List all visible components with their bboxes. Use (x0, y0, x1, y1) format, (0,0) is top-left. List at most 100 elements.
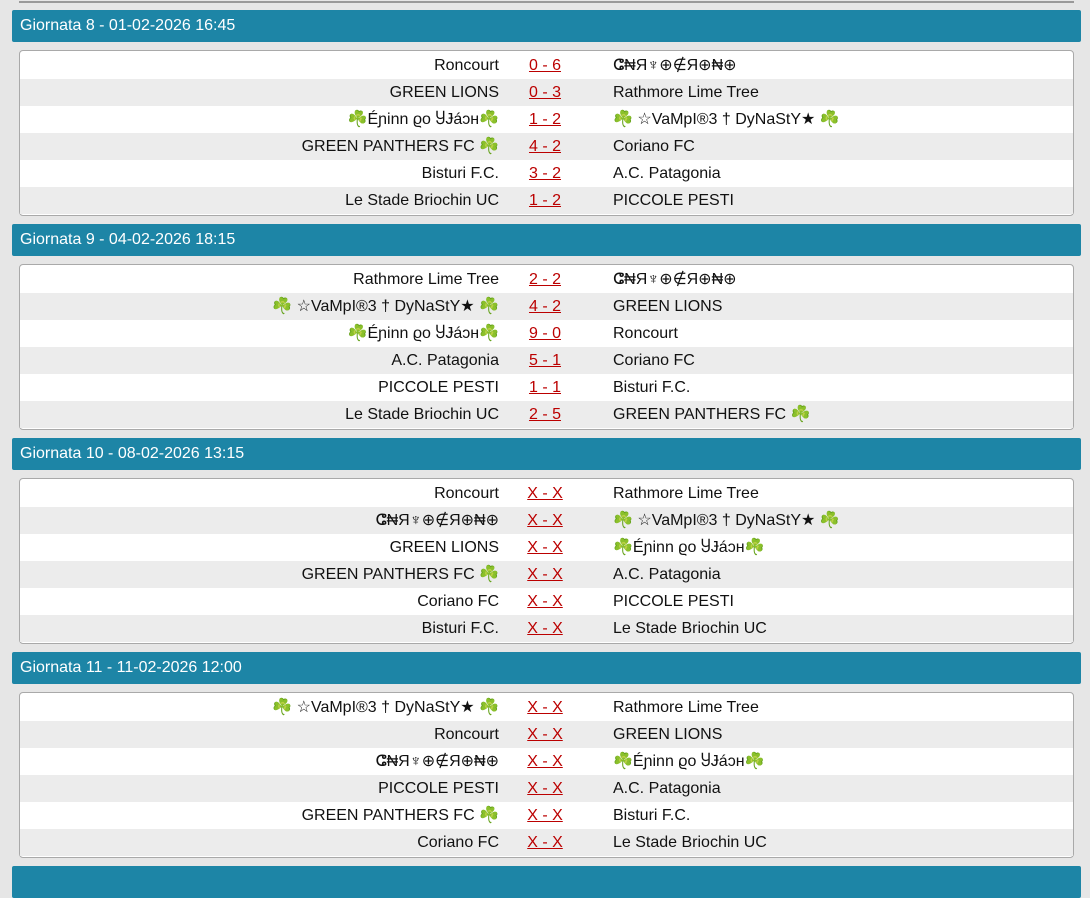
round-matches: Rathmore Lime Tree 2 - 2 ⵛ₦Я♆⊕∉Я⊕₦⊕ ☘️ ☆VaM… (19, 264, 1074, 430)
round-header: Giornata 11 - 11-02-2026 12:00 (12, 652, 1081, 684)
match-score-link[interactable]: X - X (527, 620, 563, 637)
match-row: Coriano FC X - X PICCOLE PESTI (20, 588, 1073, 615)
match-row: Roncourt 0 - 6 ⵛ₦Я♆⊕∉Я⊕₦⊕ (20, 52, 1073, 79)
away-team: GREEN PANTHERS FC ☘️ (613, 406, 811, 423)
home-team: ⵛ₦Я♆⊕∉Я⊕₦⊕ (375, 753, 499, 770)
away-team: Coriano FC (613, 138, 695, 155)
home-team: Le Stade Briochin UC (345, 192, 499, 209)
away-team: Rathmore Lime Tree (613, 699, 759, 716)
away-team: A.C. Patagonia (613, 165, 721, 182)
home-team: GREEN LIONS (389, 539, 499, 556)
match-score-link[interactable]: 4 - 2 (528, 298, 561, 315)
home-team: ☘️Éɲinn ϱo ႸɈáɔн☘️ (347, 111, 499, 128)
away-team: Rathmore Lime Tree (613, 84, 759, 101)
match-score-link[interactable]: 1 - 2 (528, 111, 561, 128)
home-team: PICCOLE PESTI (378, 780, 499, 797)
round-header: Giornata 8 - 01-02-2026 16:45 (12, 10, 1081, 42)
away-team: ☘️Éɲinn ϱo ႸɈáɔн☘️ (613, 539, 765, 556)
match-row: PICCOLE PESTI 1 - 1 Bisturi F.C. (20, 374, 1073, 401)
away-team: ☘️ ☆VaMpI®3 † DyNaStY★ ☘️ (613, 111, 840, 128)
home-team: Roncourt (434, 485, 499, 502)
match-row: ⵛ₦Я♆⊕∉Я⊕₦⊕ X - X ☘️ ☆VaMpI®3 † DyNaStY★ ☘️ (20, 507, 1073, 534)
home-team: GREEN PANTHERS FC ☘️ (301, 138, 499, 155)
away-team: Roncourt (613, 325, 678, 342)
home-team: Bisturi F.C. (421, 165, 499, 182)
match-row: Roncourt X - X Rathmore Lime Tree (20, 480, 1073, 507)
away-team: GREEN LIONS (613, 298, 723, 315)
round-matches: ☘️ ☆VaMpI®3 † DyNaStY★ ☘️ X - X Rathmore L… (19, 692, 1074, 858)
home-team: Bisturi F.C. (421, 620, 499, 637)
match-score-link[interactable]: X - X (527, 485, 563, 502)
match-score-link[interactable]: 2 - 2 (528, 271, 561, 288)
match-row: PICCOLE PESTI X - X A.C. Patagonia (20, 775, 1073, 802)
round-header: Giornata 10 - 08-02-2026 13:15 (12, 438, 1081, 470)
home-team: ☘️ ☆VaMpI®3 † DyNaStY★ ☘️ (272, 298, 499, 315)
match-score-link[interactable]: 5 - 1 (528, 352, 561, 369)
match-row: ☘️Éɲinn ϱo ႸɈáɔн☘️ 9 - 0 Roncourt (20, 320, 1073, 347)
home-team: PICCOLE PESTI (378, 379, 499, 396)
match-row: GREEN PANTHERS FC ☘️ X - X A.C. Patagonia (20, 561, 1073, 588)
match-row: ⵛ₦Я♆⊕∉Я⊕₦⊕ X - X ☘️Éɲinn ϱo ႸɈáɔн☘️ (20, 748, 1073, 775)
away-team: Le Stade Briochin UC (613, 620, 767, 637)
home-team: Coriano FC (417, 834, 499, 851)
match-row: GREEN PANTHERS FC ☘️ 4 - 2 Coriano FC (20, 133, 1073, 160)
away-team: GREEN LIONS (613, 726, 723, 743)
home-team: GREEN PANTHERS FC ☘️ (301, 566, 499, 583)
round-matches: Roncourt 0 - 6 ⵛ₦Я♆⊕∉Я⊕₦⊕ GREEN LIONS 0 - 3 R… (19, 50, 1074, 216)
match-score-link[interactable]: X - X (527, 726, 563, 743)
away-team: Bisturi F.C. (613, 807, 691, 824)
match-score-link[interactable]: X - X (527, 699, 563, 716)
match-score-link[interactable]: 2 - 5 (528, 406, 561, 423)
away-team: ☘️Éɲinn ϱo ႸɈáɔн☘️ (613, 753, 765, 770)
match-row: GREEN LIONS X - X ☘️Éɲinn ϱo ႸɈáɔн☘️ (20, 534, 1073, 561)
home-team: Le Stade Briochin UC (345, 406, 499, 423)
home-team: GREEN LIONS (389, 84, 499, 101)
away-team: Le Stade Briochin UC (613, 834, 767, 851)
match-score-link[interactable]: X - X (527, 807, 563, 824)
match-row: ☘️ ☆VaMpI®3 † DyNaStY★ ☘️ X - X Rathmore L… (20, 694, 1073, 721)
match-row: ☘️ ☆VaMpI®3 † DyNaStY★ ☘️ 4 - 2 GREEN LION… (20, 293, 1073, 320)
home-team: Roncourt (434, 726, 499, 743)
match-row: Le Stade Briochin UC 1 - 2 PICCOLE PESTI (20, 187, 1073, 214)
match-score-link[interactable]: 0 - 6 (528, 57, 561, 74)
match-row: Bisturi F.C. 3 - 2 A.C. Patagonia (20, 160, 1073, 187)
away-team: Rathmore Lime Tree (613, 485, 759, 502)
match-row: Bisturi F.C. X - X Le Stade Briochin UC (20, 615, 1073, 642)
match-score-link[interactable]: X - X (527, 566, 563, 583)
match-row: ☘️Éɲinn ϱo ႸɈáɔн☘️ 1 - 2 ☘️ ☆VaMpI®3 † DyN… (20, 106, 1073, 133)
match-score-link[interactable]: X - X (527, 780, 563, 797)
rounds-list: Giornata 8 - 01-02-2026 16:45 Roncourt 0 -… (12, 10, 1081, 898)
away-team: ☘️ ☆VaMpI®3 † DyNaStY★ ☘️ (613, 512, 840, 529)
match-score-link[interactable]: X - X (527, 593, 563, 610)
round-matches: Roncourt X - X Rathmore Lime Tree ⵛ₦Я♆⊕∉Я⊕₦… (19, 478, 1074, 644)
match-row: GREEN PANTHERS FC ☘️ X - X Bisturi F.C. (20, 802, 1073, 829)
match-row: GREEN LIONS 0 - 3 Rathmore Lime Tree (20, 79, 1073, 106)
match-score-link[interactable]: 0 - 3 (528, 84, 561, 101)
match-score-link[interactable]: X - X (527, 539, 563, 556)
match-score-link[interactable]: 4 - 2 (528, 138, 561, 155)
match-row: Roncourt X - X GREEN LIONS (20, 721, 1073, 748)
away-team: ⵛ₦Я♆⊕∉Я⊕₦⊕ (613, 271, 737, 288)
match-row: Coriano FC X - X Le Stade Briochin UC (20, 829, 1073, 856)
away-team: PICCOLE PESTI (613, 593, 734, 610)
away-team: ⵛ₦Я♆⊕∉Я⊕₦⊕ (613, 57, 737, 74)
match-score-link[interactable]: X - X (527, 753, 563, 770)
home-team: Coriano FC (417, 593, 499, 610)
next-round-header (12, 866, 1081, 898)
match-score-link[interactable]: 1 - 2 (528, 192, 561, 209)
home-team: Rathmore Lime Tree (353, 271, 499, 288)
home-team: Roncourt (434, 57, 499, 74)
round-header: Giornata 9 - 04-02-2026 18:15 (12, 224, 1081, 256)
home-team: GREEN PANTHERS FC ☘️ (301, 807, 499, 824)
away-team: A.C. Patagonia (613, 780, 721, 797)
match-row: Rathmore Lime Tree 2 - 2 ⵛ₦Я♆⊕∉Я⊕₦⊕ (20, 266, 1073, 293)
home-team: ☘️ ☆VaMpI®3 † DyNaStY★ ☘️ (272, 699, 499, 716)
away-team: A.C. Patagonia (613, 566, 721, 583)
match-score-link[interactable]: X - X (527, 512, 563, 529)
match-score-link[interactable]: X - X (527, 834, 563, 851)
away-team: Coriano FC (613, 352, 695, 369)
home-team: ⵛ₦Я♆⊕∉Я⊕₦⊕ (375, 512, 499, 529)
match-score-link[interactable]: 3 - 2 (528, 165, 561, 182)
match-score-link[interactable]: 9 - 0 (528, 325, 561, 342)
match-score-link[interactable]: 1 - 1 (528, 379, 561, 396)
